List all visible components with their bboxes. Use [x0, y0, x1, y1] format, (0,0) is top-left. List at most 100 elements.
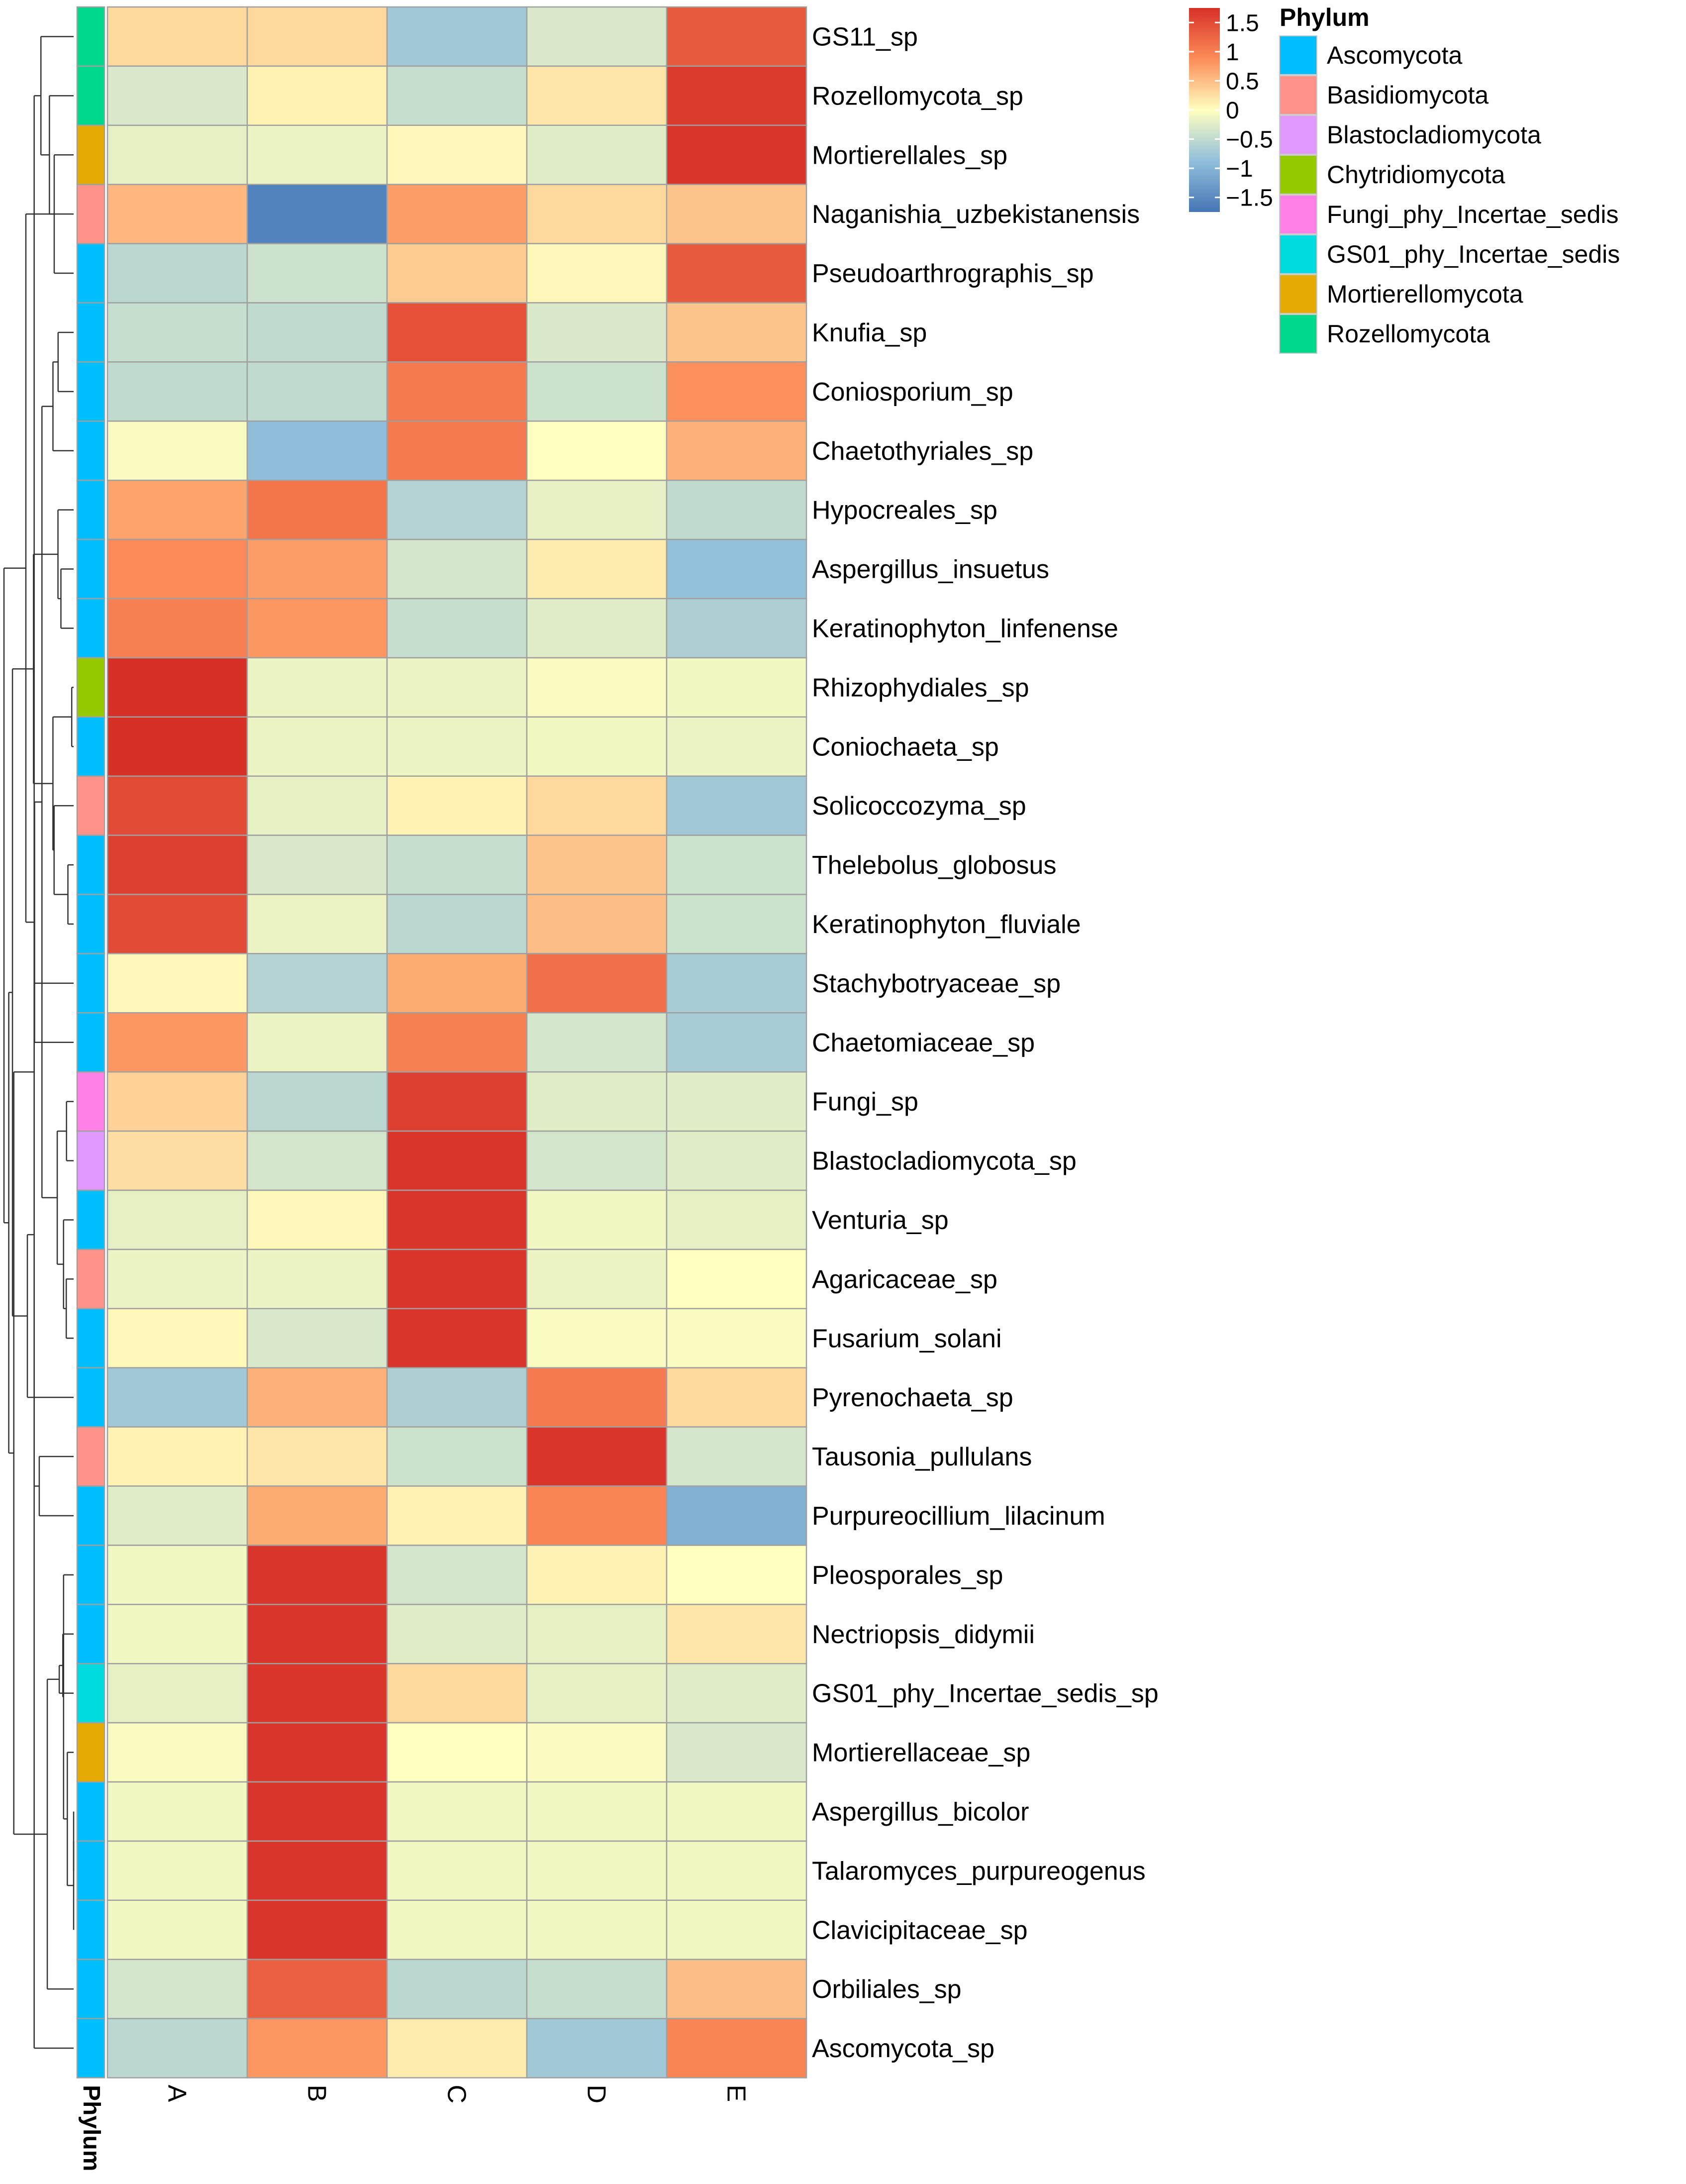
heatmap-cell [386, 1426, 528, 1487]
heatmap-cell [666, 1959, 807, 2019]
phylum-annotation-cell [76, 775, 105, 836]
heatmap-cell [386, 302, 528, 363]
phylum-legend: Phylum Ascomycota Basidiomycota Blastoclad… [1279, 3, 1620, 354]
legend-swatch [1279, 274, 1317, 314]
heatmap-cell [246, 1130, 388, 1191]
heatmap-cell [106, 538, 248, 600]
heatmap-cell [666, 598, 807, 659]
phylum-annotation-cell [76, 657, 105, 718]
row-label: Agaricaceae_sp [812, 1265, 997, 1294]
heatmap-cell [246, 1781, 388, 1842]
heatmap-cell [526, 1545, 668, 1605]
heatmap-cell [246, 243, 388, 304]
phylum-annotation-cell [76, 243, 105, 304]
phylum-annotation-cell [76, 2018, 105, 2079]
heatmap-cell [106, 2018, 248, 2079]
color-bar-tick-label: 1 [1226, 39, 1239, 66]
heatmap-cell [106, 302, 248, 363]
row-label: Tausonia_pullulans [812, 1443, 1032, 1471]
heatmap-cell [526, 775, 668, 836]
phylum-annotation-cell [76, 184, 105, 244]
heatmap-cell [666, 834, 807, 895]
legend-swatch [1279, 195, 1317, 234]
heatmap-cell [526, 6, 668, 67]
heatmap-cell [386, 1189, 528, 1250]
heatmap-cell [386, 1781, 528, 1842]
column-label: A [163, 2085, 192, 2102]
heatmap-cell [106, 6, 248, 67]
heatmap-cell [526, 302, 668, 363]
heatmap-cell [246, 65, 388, 126]
heatmap-cell [526, 1189, 668, 1250]
heatmap-cell [386, 184, 528, 244]
heatmap-cell [386, 1899, 528, 1960]
row-label: Thelebolus_globosus [812, 851, 1056, 880]
heatmap-cell [386, 1308, 528, 1368]
heatmap-cell [666, 1012, 807, 1073]
row-label: Rhizophydiales_sp [812, 673, 1029, 702]
heatmap-cell [386, 1485, 528, 1546]
heatmap-cell [526, 538, 668, 600]
heatmap-cell [106, 1604, 248, 1664]
heatmap-cell [666, 184, 807, 244]
heatmap-cell [526, 834, 668, 895]
heatmap-cell [526, 1722, 668, 1783]
heatmap-cell [526, 2018, 668, 2079]
heatmap-cell [526, 1959, 668, 2019]
heatmap-cell [246, 1071, 388, 1132]
phylum-annotation-cell [76, 6, 105, 67]
heatmap-cell [526, 1663, 668, 1724]
heatmap-cell [526, 1308, 668, 1368]
heatmap-cell [526, 1426, 668, 1487]
legend-swatch [1279, 234, 1317, 274]
heatmap-cell [246, 953, 388, 1014]
color-bar [1189, 8, 1220, 212]
heatmap-cell [106, 894, 248, 954]
legend-swatch [1279, 75, 1317, 115]
heatmap-cell [386, 1959, 528, 2019]
heatmap-cell [386, 361, 528, 422]
heatmap-cell [106, 953, 248, 1014]
heatmap-cell [666, 420, 807, 481]
heatmap-cell [666, 1071, 807, 1132]
heatmap-cell [666, 479, 807, 540]
phylum-annotation-cell [76, 420, 105, 481]
row-label: Nectriopsis_didymii [812, 1620, 1035, 1649]
heatmap-cell [386, 1722, 528, 1783]
heatmap-cell [106, 361, 248, 422]
heatmap-cell [106, 775, 248, 836]
heatmap-cell [526, 1485, 668, 1546]
heatmap-cell [386, 1367, 528, 1428]
heatmap-cell [386, 1840, 528, 1901]
phylum-annotation-cell [76, 302, 105, 363]
heatmap-cell [666, 1604, 807, 1664]
heatmap-cell [246, 124, 388, 185]
heatmap-cell [106, 184, 248, 244]
column-label: C [442, 2085, 471, 2104]
row-label: Mortierellaceae_sp [812, 1739, 1030, 1768]
color-bar-tick-label: −1.5 [1226, 185, 1273, 211]
phylum-annotation-cell [76, 1308, 105, 1368]
heatmap-cell [246, 184, 388, 244]
heatmap-cell [666, 302, 807, 363]
row-label: Venturia_sp [812, 1206, 949, 1235]
row-label: Chaetothyriales_sp [812, 437, 1033, 466]
heatmap-cell [106, 243, 248, 304]
phylum-annotation-cell [76, 1485, 105, 1546]
heatmap-cell [246, 894, 388, 954]
row-label: Clavicipitaceae_sp [812, 1916, 1028, 1945]
column-label: B [302, 2085, 331, 2102]
heatmap-cell [246, 1012, 388, 1073]
row-label: Coniosporium_sp [812, 378, 1013, 407]
heatmap-cell [666, 538, 807, 600]
legend-entry-label: Mortierellomycota [1327, 280, 1523, 308]
heatmap-cell [386, 420, 528, 481]
row-labels: GS11_sp Rozellomycota_sp Mortierellales_sp… [812, 22, 1159, 2063]
heatmap-cell [386, 1012, 528, 1073]
heatmap-cell [386, 1248, 528, 1310]
phylum-annotation-cell [76, 1604, 105, 1664]
heatmap-cell [666, 1130, 807, 1191]
phylum-annotation-column [76, 6, 105, 2079]
heatmap-cell [106, 1545, 248, 1605]
